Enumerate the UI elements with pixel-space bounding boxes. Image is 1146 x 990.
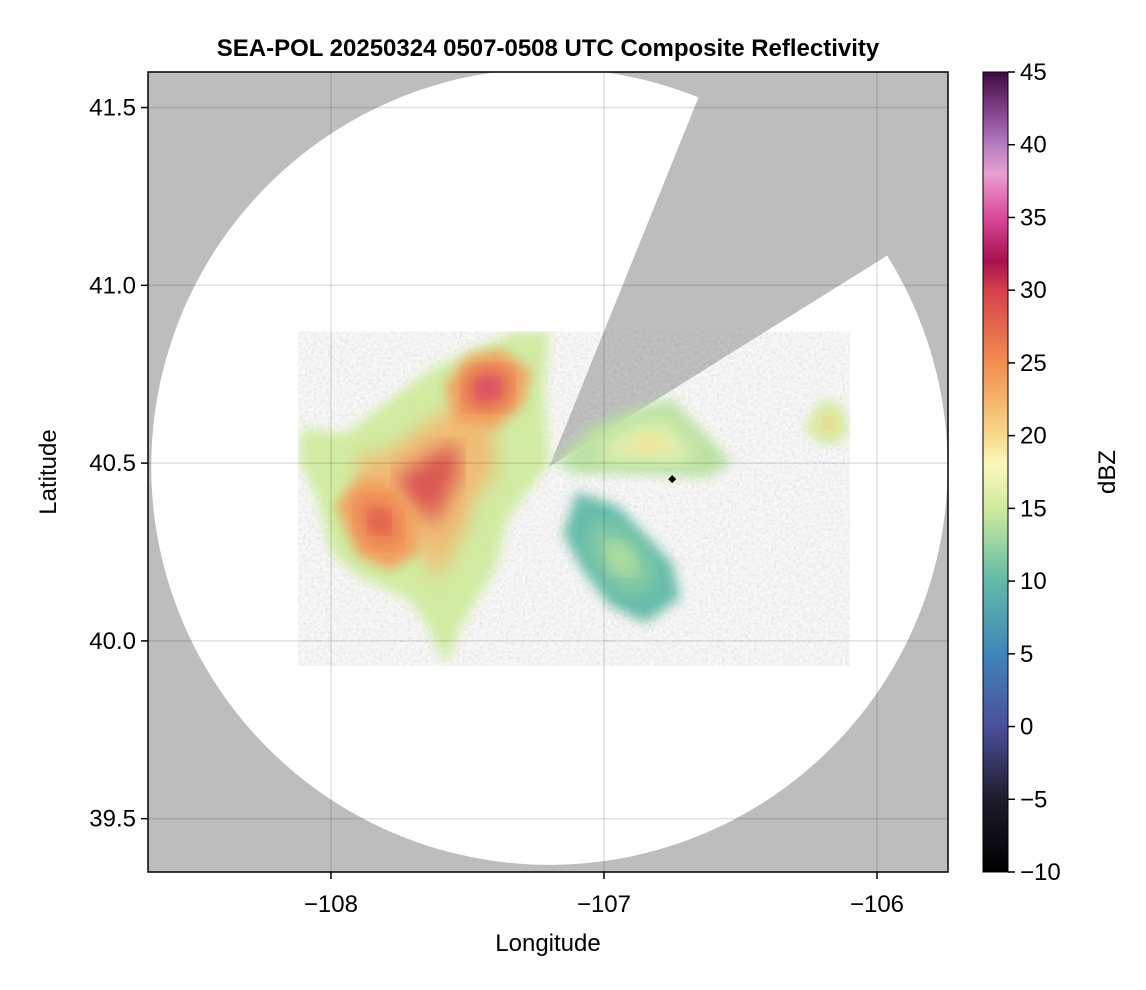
gridlines	[148, 72, 948, 872]
colorbar-tick-label: −10	[1020, 859, 1061, 886]
y-tick-label: 41.0	[89, 272, 136, 299]
colorbar-tick-label: 5	[1020, 641, 1033, 668]
colorbar-ticks: −10 −5 0 5 10 15 20 25 30 35 40 45	[1008, 59, 1061, 886]
colorbar-tick-label: 15	[1020, 495, 1047, 522]
y-tick-label: 40.5	[89, 450, 136, 477]
chart-title: SEA-POL 20250324 0507-0508 UTC Composite…	[217, 35, 880, 62]
colorbar-tick-label: 20	[1020, 423, 1047, 450]
plot-area: −108 −107 −106 39.5 40.0 40.5 41.0 41.5	[89, 71, 949, 918]
plot-frame	[147, 71, 949, 873]
colorbar-tick-label: 35	[1020, 204, 1047, 231]
echo-region-peak	[626, 433, 671, 454]
echo-region-southwestern-core	[336, 477, 419, 570]
x-tick-label: −107	[577, 891, 631, 918]
reflectivity-echoes	[298, 331, 850, 666]
echo-region-peak	[823, 417, 835, 430]
colorbar: −10 −5 0 5 10 15 20 25 30 35 40 45 dBZ	[982, 59, 1121, 886]
colorbar-tick-label: 0	[1020, 714, 1033, 741]
echo-region-eastern-echo	[554, 399, 733, 478]
y-tick-label: 39.5	[89, 806, 136, 833]
y-axis-label: Latitude	[35, 429, 62, 514]
colorbar-label: dBZ	[1094, 450, 1121, 494]
x-tick-label: −106	[850, 891, 904, 918]
y-tick-label: 40.0	[89, 628, 136, 655]
echo-region-peak	[369, 510, 390, 534]
y-axis-ticks: 39.5 40.0 40.5 41.0 41.5	[89, 95, 148, 833]
echo-region-southeastern-echo	[563, 491, 681, 624]
colorbar-frame	[982, 71, 1009, 873]
echo-region-far-eastern-cell	[803, 399, 850, 446]
x-axis-label: Longitude	[495, 930, 600, 957]
colorbar-bar	[983, 72, 1008, 872]
echo-region-northern-core	[445, 349, 531, 428]
echo-region-peak	[396, 445, 460, 529]
x-axis-ticks: −108 −107 −106	[304, 872, 904, 918]
colorbar-tick-label: 40	[1020, 132, 1047, 159]
radar-coverage-area	[151, 72, 948, 865]
colorbar-tick-label: −5	[1020, 786, 1047, 813]
colorbar-tick-label: 10	[1020, 568, 1047, 595]
echo-region-peak	[477, 378, 499, 398]
site-marker	[668, 475, 677, 484]
y-tick-label: 41.5	[89, 95, 136, 122]
colorbar-tick-label: 45	[1020, 59, 1047, 86]
colorbar-tick-label: 30	[1020, 277, 1047, 304]
echo-region-peak	[606, 541, 637, 575]
x-tick-label: −108	[304, 891, 358, 918]
colorbar-tick-label: 25	[1020, 350, 1047, 377]
